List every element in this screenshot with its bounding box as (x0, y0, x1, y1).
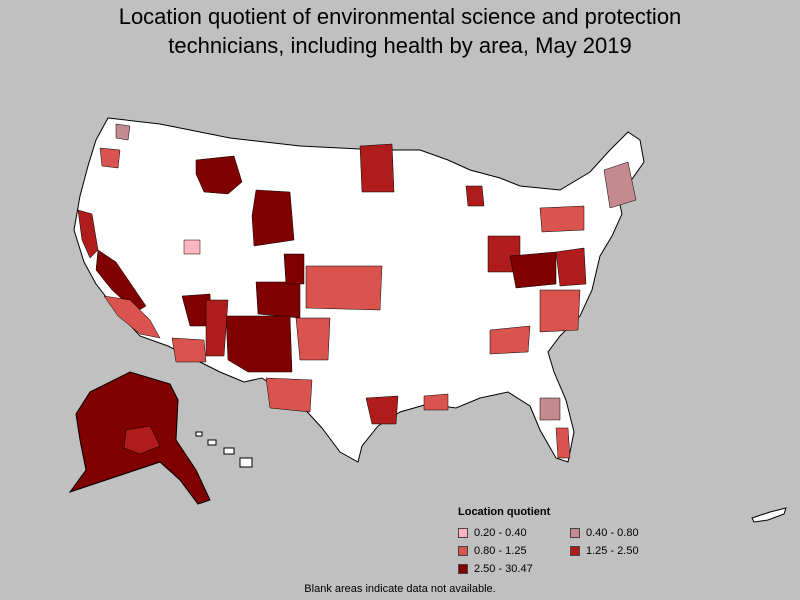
map-title: Location quotient of environmental scien… (0, 2, 800, 60)
region-montana-west (195, 155, 243, 195)
map-legend: Location quotient 0.20 - 0.40 0.40 - 0.8… (456, 506, 696, 578)
puerto-rico (751, 507, 787, 523)
region-california-coast (77, 209, 99, 259)
hawaii (195, 431, 253, 468)
region-minnesota-north (359, 143, 395, 193)
region-arizona-south (171, 337, 207, 363)
legend-item-4: 2.50 - 30.47 (458, 562, 533, 576)
region-pennsylvania (539, 205, 585, 233)
legend-item-0: 0.20 - 0.40 (458, 526, 527, 540)
region-kentucky-wv (509, 251, 557, 289)
legend-label-4: 2.50 - 30.47 (474, 563, 533, 575)
legend-label-1: 0.40 - 0.80 (586, 527, 639, 539)
region-arizona-central (205, 299, 229, 357)
legend-swatch-1 (570, 528, 580, 538)
region-michigan (465, 185, 485, 207)
region-carolinas (539, 289, 581, 333)
legend-title: Location quotient (458, 506, 551, 518)
legend-swatch-0 (458, 528, 468, 538)
region-alabama-gulf (423, 393, 449, 411)
region-florida-south (555, 427, 571, 459)
region-oregon (99, 147, 121, 169)
legend-swatch-3 (570, 546, 580, 556)
legend-swatch-2 (458, 546, 468, 556)
region-colorado-front-range (283, 253, 305, 285)
region-texas-gulf (365, 395, 399, 425)
legend-swatch-4 (458, 564, 468, 574)
region-southern-california (103, 295, 161, 339)
title-line-2: technicians, including health by area, M… (168, 33, 632, 58)
region-washington (115, 123, 131, 141)
alaska-inner (123, 425, 161, 455)
region-new-mexico (225, 315, 293, 373)
region-new-england (603, 161, 637, 209)
region-kansas (305, 265, 383, 311)
legend-label-0: 0.20 - 0.40 (474, 527, 527, 539)
region-virginia (555, 247, 587, 287)
region-texas-panhandle (295, 317, 331, 361)
title-line-1: Location quotient of environmental scien… (118, 4, 682, 29)
footnote: Blank areas indicate data not available. (304, 583, 496, 595)
region-utah (183, 239, 201, 255)
shaded-regions (77, 123, 637, 459)
region-west-texas (265, 377, 313, 413)
legend-item-1: 0.40 - 0.80 (570, 526, 639, 540)
region-colorado (255, 281, 301, 319)
legend-item-3: 1.25 - 2.50 (570, 544, 639, 558)
region-wyoming (251, 189, 295, 247)
legend-item-2: 0.80 - 1.25 (458, 544, 527, 558)
region-florida-north (539, 397, 561, 421)
legend-label-2: 0.80 - 1.25 (474, 545, 527, 557)
legend-label-3: 1.25 - 2.50 (586, 545, 639, 557)
region-tennessee (489, 325, 531, 355)
